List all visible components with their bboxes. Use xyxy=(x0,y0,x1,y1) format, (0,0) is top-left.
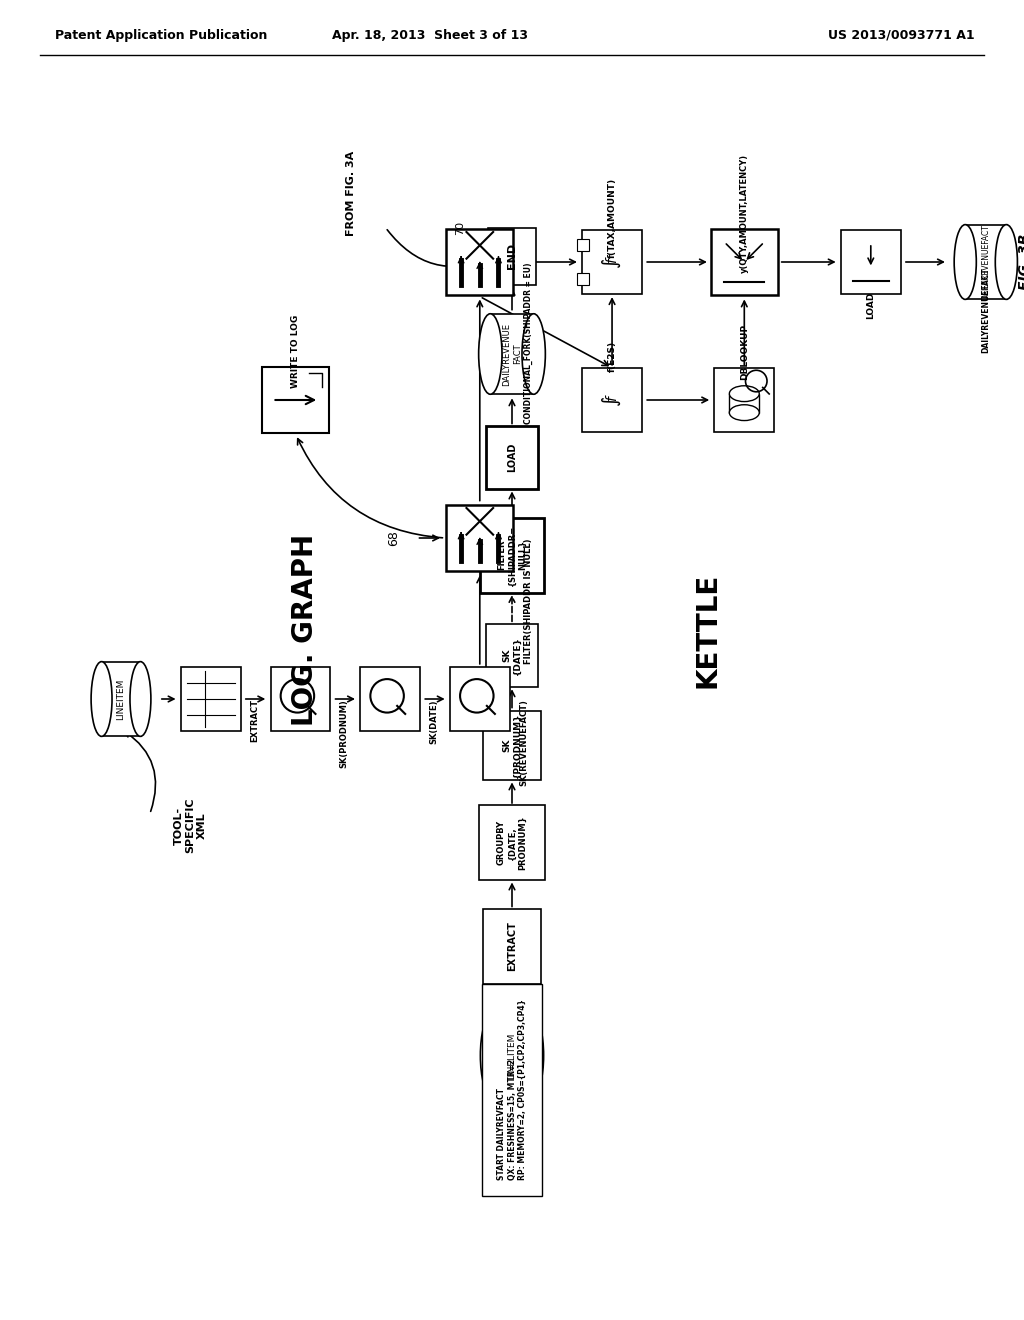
Text: $\int\!\! f$: $\int\!\! f$ xyxy=(601,393,624,407)
Text: LOAD: LOAD xyxy=(866,292,876,319)
Text: KETTLE: KETTLE xyxy=(693,573,722,688)
Text: FROM FIG. 3A: FROM FIG. 3A xyxy=(346,150,356,236)
Bar xyxy=(270,668,331,731)
Text: FILTER(SHIPADDR IS NULL): FILTER(SHIPADDR IS NULL) xyxy=(523,539,532,664)
Ellipse shape xyxy=(91,661,112,737)
Ellipse shape xyxy=(729,385,759,401)
Bar xyxy=(478,805,546,880)
Text: $\int\!\! f$: $\int\!\! f$ xyxy=(601,255,624,269)
Text: 70: 70 xyxy=(456,220,465,235)
Text: Apr. 18, 2013  Sheet 3 of 13: Apr. 18, 2013 Sheet 3 of 13 xyxy=(332,29,528,41)
Bar xyxy=(711,228,777,296)
Text: FIG. 3B: FIG. 3B xyxy=(1018,234,1024,290)
Bar xyxy=(262,367,329,433)
Bar xyxy=(966,224,1007,300)
Bar xyxy=(578,239,589,251)
Bar xyxy=(492,1015,532,1096)
Bar xyxy=(487,227,537,285)
Ellipse shape xyxy=(995,224,1018,300)
Ellipse shape xyxy=(478,314,502,395)
Bar xyxy=(480,517,544,593)
Text: LINEITEM: LINEITEM xyxy=(117,678,126,719)
Text: 68: 68 xyxy=(387,531,400,546)
Text: SK
{DATE}: SK {DATE} xyxy=(503,636,521,675)
Text: LINELITEM: LINELITEM xyxy=(508,1032,516,1078)
Text: DAILYREVENUEFACT: DAILYREVENUEFACT xyxy=(981,224,990,300)
Text: f(E2S): f(E2S) xyxy=(607,341,616,372)
Bar xyxy=(583,368,642,432)
Text: DBLOOKUP: DBLOOKUP xyxy=(739,323,749,380)
Text: START DAILYREVFACT
QX: FRESHNESS=15, MTR=2
RP: MEMORY=2, CP0S={P1,CP2,CP3,CP4}: START DAILYREVFACT QX: FRESHNESS=15, MTR… xyxy=(497,999,527,1180)
Bar xyxy=(446,504,513,572)
Text: SK(DATE): SK(DATE) xyxy=(429,700,438,743)
Bar xyxy=(446,228,513,296)
Ellipse shape xyxy=(954,224,976,300)
Bar xyxy=(450,668,510,731)
Text: Patent Application Publication: Patent Application Publication xyxy=(55,29,267,41)
Bar xyxy=(841,231,901,293)
Bar xyxy=(578,273,589,285)
Text: FILTER
{SHIPADDR=
NULL}: FILTER {SHIPADDR= NULL} xyxy=(497,524,527,586)
Text: DAILYREVENUE
FACT: DAILYREVENUE FACT xyxy=(503,322,521,385)
Text: WRITE TO LOG: WRITE TO LOG xyxy=(291,315,300,388)
Text: CONDITIONAL_FORK(SHIPADDR = EU): CONDITIONAL_FORK(SHIPADDR = EU) xyxy=(523,261,532,424)
Text: TOOL-
SPECIFIC
XML: TOOL- SPECIFIC XML xyxy=(173,797,207,853)
Bar xyxy=(486,623,538,686)
Text: SK(REVENUEFACT): SK(REVENUEFACT) xyxy=(519,700,528,785)
Bar xyxy=(101,661,140,737)
Bar xyxy=(583,231,642,293)
Bar xyxy=(483,710,541,780)
Text: EXTRACT: EXTRACT xyxy=(250,700,259,742)
Bar xyxy=(729,393,759,413)
Bar xyxy=(490,314,534,395)
Text: GROUPBY
{DATE,
PRODNUM}: GROUPBY {DATE, PRODNUM} xyxy=(497,816,527,870)
Bar xyxy=(360,668,420,731)
Text: SK
{PRODNUM}: SK {PRODNUM} xyxy=(503,713,521,777)
Text: END: END xyxy=(507,243,517,269)
Text: y(QTY,AMOUNT,LATENCY): y(QTY,AMOUNT,LATENCY) xyxy=(739,154,749,273)
Text: f(TAX,AMOUNT): f(TAX,AMOUNT) xyxy=(607,178,616,259)
Text: LOAD: LOAD xyxy=(507,442,517,473)
Bar xyxy=(715,368,774,432)
Text: SK(PRODNUM): SK(PRODNUM) xyxy=(340,700,348,768)
Text: US 2013/0093771 A1: US 2013/0093771 A1 xyxy=(828,29,975,41)
Ellipse shape xyxy=(729,405,759,421)
Ellipse shape xyxy=(521,1015,544,1096)
Ellipse shape xyxy=(480,1015,503,1096)
Text: LOG. GRAPH: LOG. GRAPH xyxy=(291,533,319,726)
Bar xyxy=(181,668,241,731)
Text: DAILYREVENUEFACT: DAILYREVENUEFACT xyxy=(981,268,990,354)
Text: EXTRACT: EXTRACT xyxy=(507,921,517,972)
Ellipse shape xyxy=(130,661,151,737)
Bar xyxy=(483,909,541,983)
Ellipse shape xyxy=(522,314,546,395)
Bar xyxy=(486,426,538,490)
